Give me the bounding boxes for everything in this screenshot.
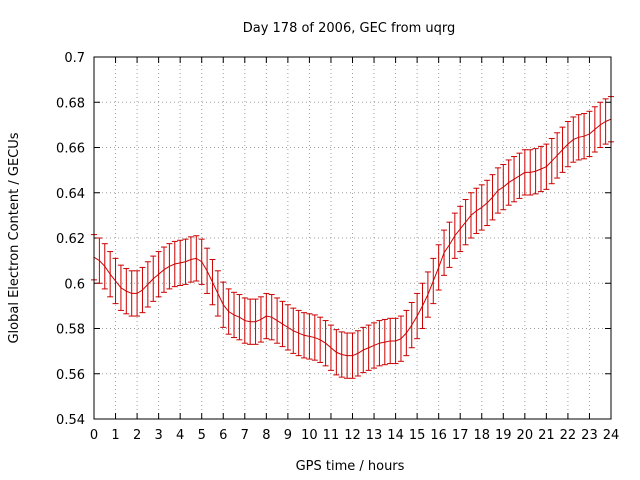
x-tick-label: 22 — [560, 428, 577, 443]
x-tick-label: 7 — [241, 428, 249, 443]
y-tick-label: 0.7 — [64, 51, 85, 66]
x-tick-label: 11 — [323, 428, 340, 443]
y-tick-label: 0.56 — [56, 368, 85, 383]
x-tick-label: 3 — [154, 428, 162, 443]
x-tick-label: 18 — [473, 428, 490, 443]
y-tick-label: 0.54 — [56, 413, 85, 428]
x-tick-label: 13 — [366, 428, 383, 443]
x-tick-label: 15 — [409, 428, 426, 443]
x-tick-label: 12 — [344, 428, 361, 443]
y-tick-label: 0.68 — [56, 96, 85, 111]
plot-frame — [93, 56, 612, 420]
x-tick-label: 24 — [603, 428, 620, 443]
x-tick-label: 4 — [176, 428, 184, 443]
x-tick-label: 6 — [219, 428, 227, 443]
x-tick-label: 21 — [538, 428, 555, 443]
x-tick-label: 17 — [452, 428, 469, 443]
y-tick-label: 0.64 — [56, 187, 85, 202]
x-tick-label: 8 — [262, 428, 270, 443]
x-tick-label: 1 — [111, 428, 119, 443]
x-tick-label: 23 — [581, 428, 598, 443]
axis-ticks: 0 1 2 3 4 5 6 7 8 9 10 11 12 13 14 15 16 17 18 19 20 21 22 23 24… — [56, 51, 619, 443]
chart-title: Day 178 of 2006, GEC from uqrg — [243, 21, 456, 36]
x-axis-label: GPS time / hours — [296, 459, 405, 474]
y-tick-label: 0.58 — [56, 323, 85, 338]
x-tick-label: 14 — [387, 428, 404, 443]
y-tick-label: 0.62 — [56, 232, 85, 247]
x-tick-label: 20 — [517, 428, 534, 443]
x-tick-label: 10 — [301, 428, 318, 443]
x-tick-label: 16 — [430, 428, 447, 443]
x-tick-label: 2 — [133, 428, 141, 443]
series-line — [93, 118, 612, 357]
y-tick-label: 0.6 — [64, 277, 85, 292]
y-axis-label: Global Electron Content / GECUs — [7, 132, 22, 343]
x-tick-label: 19 — [495, 428, 512, 443]
x-tick-label: 9 — [284, 428, 292, 443]
y-tick-label: 0.66 — [56, 142, 85, 157]
data-series — [91, 96, 614, 379]
x-tick-label: 5 — [198, 428, 206, 443]
x-tick-label: 0 — [90, 428, 98, 443]
